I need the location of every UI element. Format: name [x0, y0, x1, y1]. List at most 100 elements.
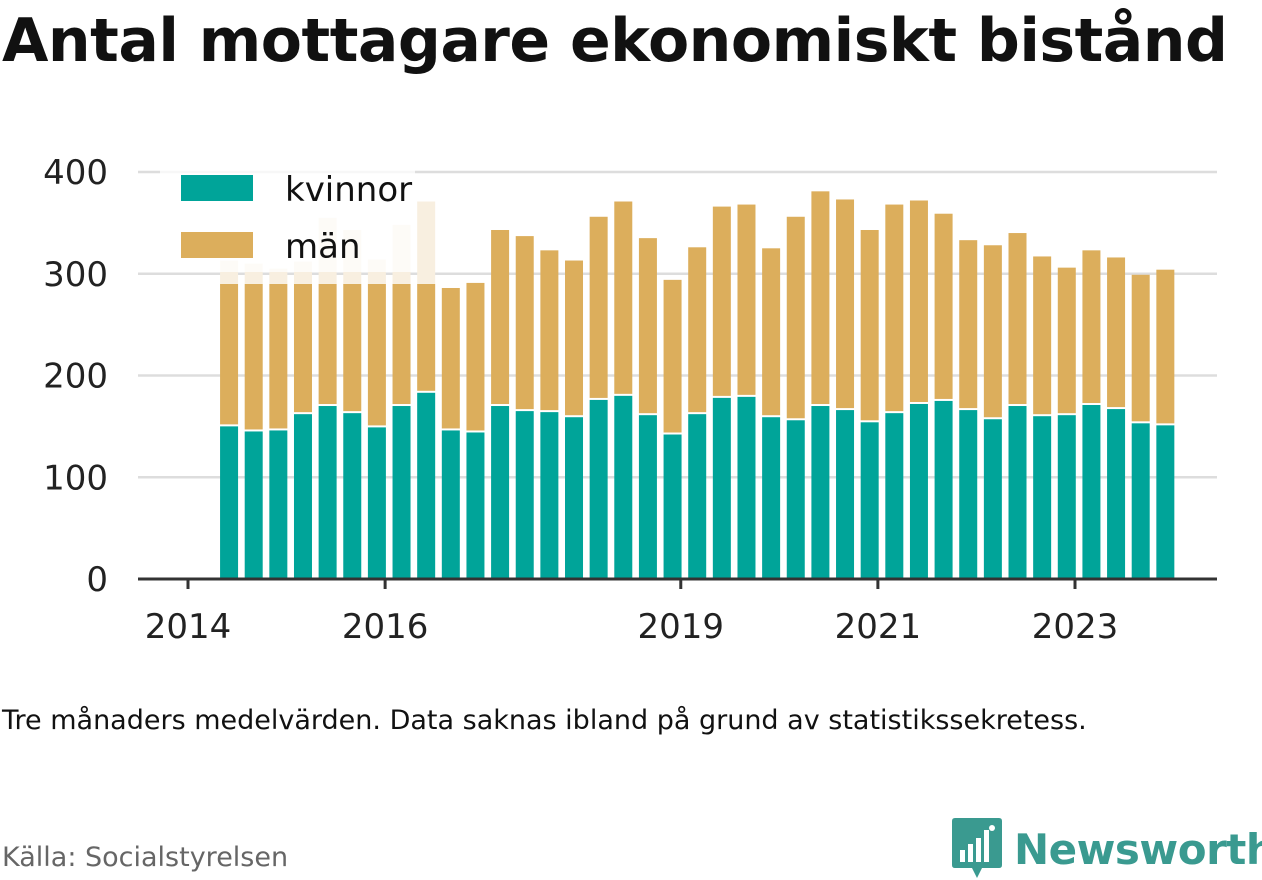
bar-kvinnor — [589, 399, 608, 579]
bar-kvinnor — [663, 434, 682, 579]
bar-chart: 0 100 200 300 400 2014 2016 2019 2021 2023 kvinno… — [43, 153, 1217, 647]
bar-man — [244, 283, 263, 430]
bar-kvinnor — [269, 430, 288, 579]
bar-man — [1082, 250, 1101, 404]
bar-man — [491, 229, 510, 405]
bar-man — [614, 201, 633, 394]
bar-kvinnor — [441, 430, 460, 579]
legend-swatch — [181, 175, 253, 201]
bar-man — [959, 240, 978, 409]
axes: 0 100 200 300 400 2014 2016 2019 2021 2023 — [43, 153, 1217, 647]
bar-kvinnor — [244, 431, 263, 579]
x-tick-label: 2019 — [638, 607, 725, 647]
bar-kvinnor — [860, 422, 879, 579]
bar-man — [392, 283, 411, 405]
bar-man — [737, 204, 756, 395]
bar-kvinnor — [762, 417, 781, 579]
bar-man — [515, 236, 534, 410]
bar-man — [540, 250, 559, 411]
bar-kvinnor — [934, 400, 953, 579]
bar-man — [836, 199, 855, 409]
bar-kvinnor — [491, 406, 510, 579]
bar-man — [220, 283, 239, 425]
bar-kvinnor — [367, 427, 386, 579]
y-tick-label: 200 — [43, 357, 108, 397]
bar-kvinnor — [959, 410, 978, 579]
bars — [220, 191, 1175, 579]
bar-man — [1008, 233, 1027, 405]
bar-man — [466, 282, 485, 431]
bar-kvinnor — [614, 395, 633, 579]
y-tick-label: 300 — [43, 255, 108, 295]
bar-man — [638, 238, 657, 414]
bar-man — [293, 283, 312, 413]
bar-man — [1033, 256, 1052, 415]
legend: kvinnor män — [160, 160, 415, 272]
bar-man — [909, 200, 928, 402]
legend-swatch — [181, 232, 253, 258]
bar-kvinnor — [811, 406, 830, 579]
bar-kvinnor — [343, 413, 362, 579]
source-text: Källa: Socialstyrelsen — [2, 842, 289, 873]
bar-kvinnor — [688, 414, 707, 579]
bar-kvinnor — [1082, 405, 1101, 579]
bar-kvinnor — [293, 414, 312, 579]
bar-man — [712, 206, 731, 396]
bar-man — [318, 283, 337, 405]
bar-kvinnor — [466, 432, 485, 579]
bar-kvinnor — [1057, 415, 1076, 579]
bar-man — [1107, 257, 1126, 408]
bar-kvinnor — [565, 417, 584, 579]
legend-label: män — [285, 227, 361, 267]
bar-kvinnor — [712, 397, 731, 579]
bar-kvinnor — [1008, 406, 1027, 579]
chart-title: Antal mottagare ekonomiskt bistånd — [2, 6, 1228, 76]
bar-kvinnor — [638, 415, 657, 579]
bar-kvinnor — [540, 412, 559, 579]
y-tick-label: 100 — [43, 458, 108, 498]
bar-kvinnor — [983, 419, 1002, 579]
bar-man — [1131, 274, 1150, 422]
brand-logo: Newsworthy — [952, 818, 1262, 880]
bar-man — [589, 216, 608, 398]
bar-man — [343, 283, 362, 412]
bar-man — [688, 247, 707, 413]
bar-man — [441, 287, 460, 429]
bar-kvinnor — [836, 410, 855, 579]
chart-note: Tre månaders medelvärden. Data saknas ib… — [2, 705, 1087, 736]
bar-kvinnor — [318, 406, 337, 579]
bar-kvinnor — [392, 406, 411, 579]
bar-man — [811, 191, 830, 405]
bar-kvinnor — [417, 392, 436, 579]
bar-kvinnor — [885, 413, 904, 579]
bar-man — [663, 279, 682, 433]
bar-man — [269, 283, 288, 429]
bar-kvinnor — [1033, 416, 1052, 579]
newsworthy-logo-icon — [952, 818, 1002, 878]
bar-man — [1156, 269, 1175, 424]
bar-kvinnor — [1131, 423, 1150, 579]
bar-man-faded — [417, 201, 436, 284]
x-tick-label: 2016 — [342, 607, 429, 647]
x-tick-label: 2021 — [835, 607, 922, 647]
bar-kvinnor — [786, 420, 805, 579]
bar-man — [860, 229, 879, 421]
bar-kvinnor — [1107, 409, 1126, 579]
bar-man — [934, 213, 953, 399]
bar-man — [417, 283, 436, 391]
bar-man — [983, 245, 1002, 418]
bar-kvinnor — [909, 403, 928, 579]
bar-man — [885, 204, 904, 412]
y-tick-label: 0 — [86, 560, 108, 600]
x-tick-label: 2023 — [1032, 607, 1119, 647]
y-tick-label: 400 — [43, 153, 108, 193]
legend-label: kvinnor — [285, 170, 412, 210]
bar-man — [565, 260, 584, 416]
bar-man — [1057, 267, 1076, 414]
bar-man — [786, 216, 805, 419]
bar-kvinnor — [220, 426, 239, 579]
x-tick-label: 2014 — [145, 607, 232, 647]
bar-kvinnor — [1156, 425, 1175, 579]
bar-man-faded — [269, 268, 288, 284]
brand-name: Newsworthy — [1014, 824, 1262, 874]
